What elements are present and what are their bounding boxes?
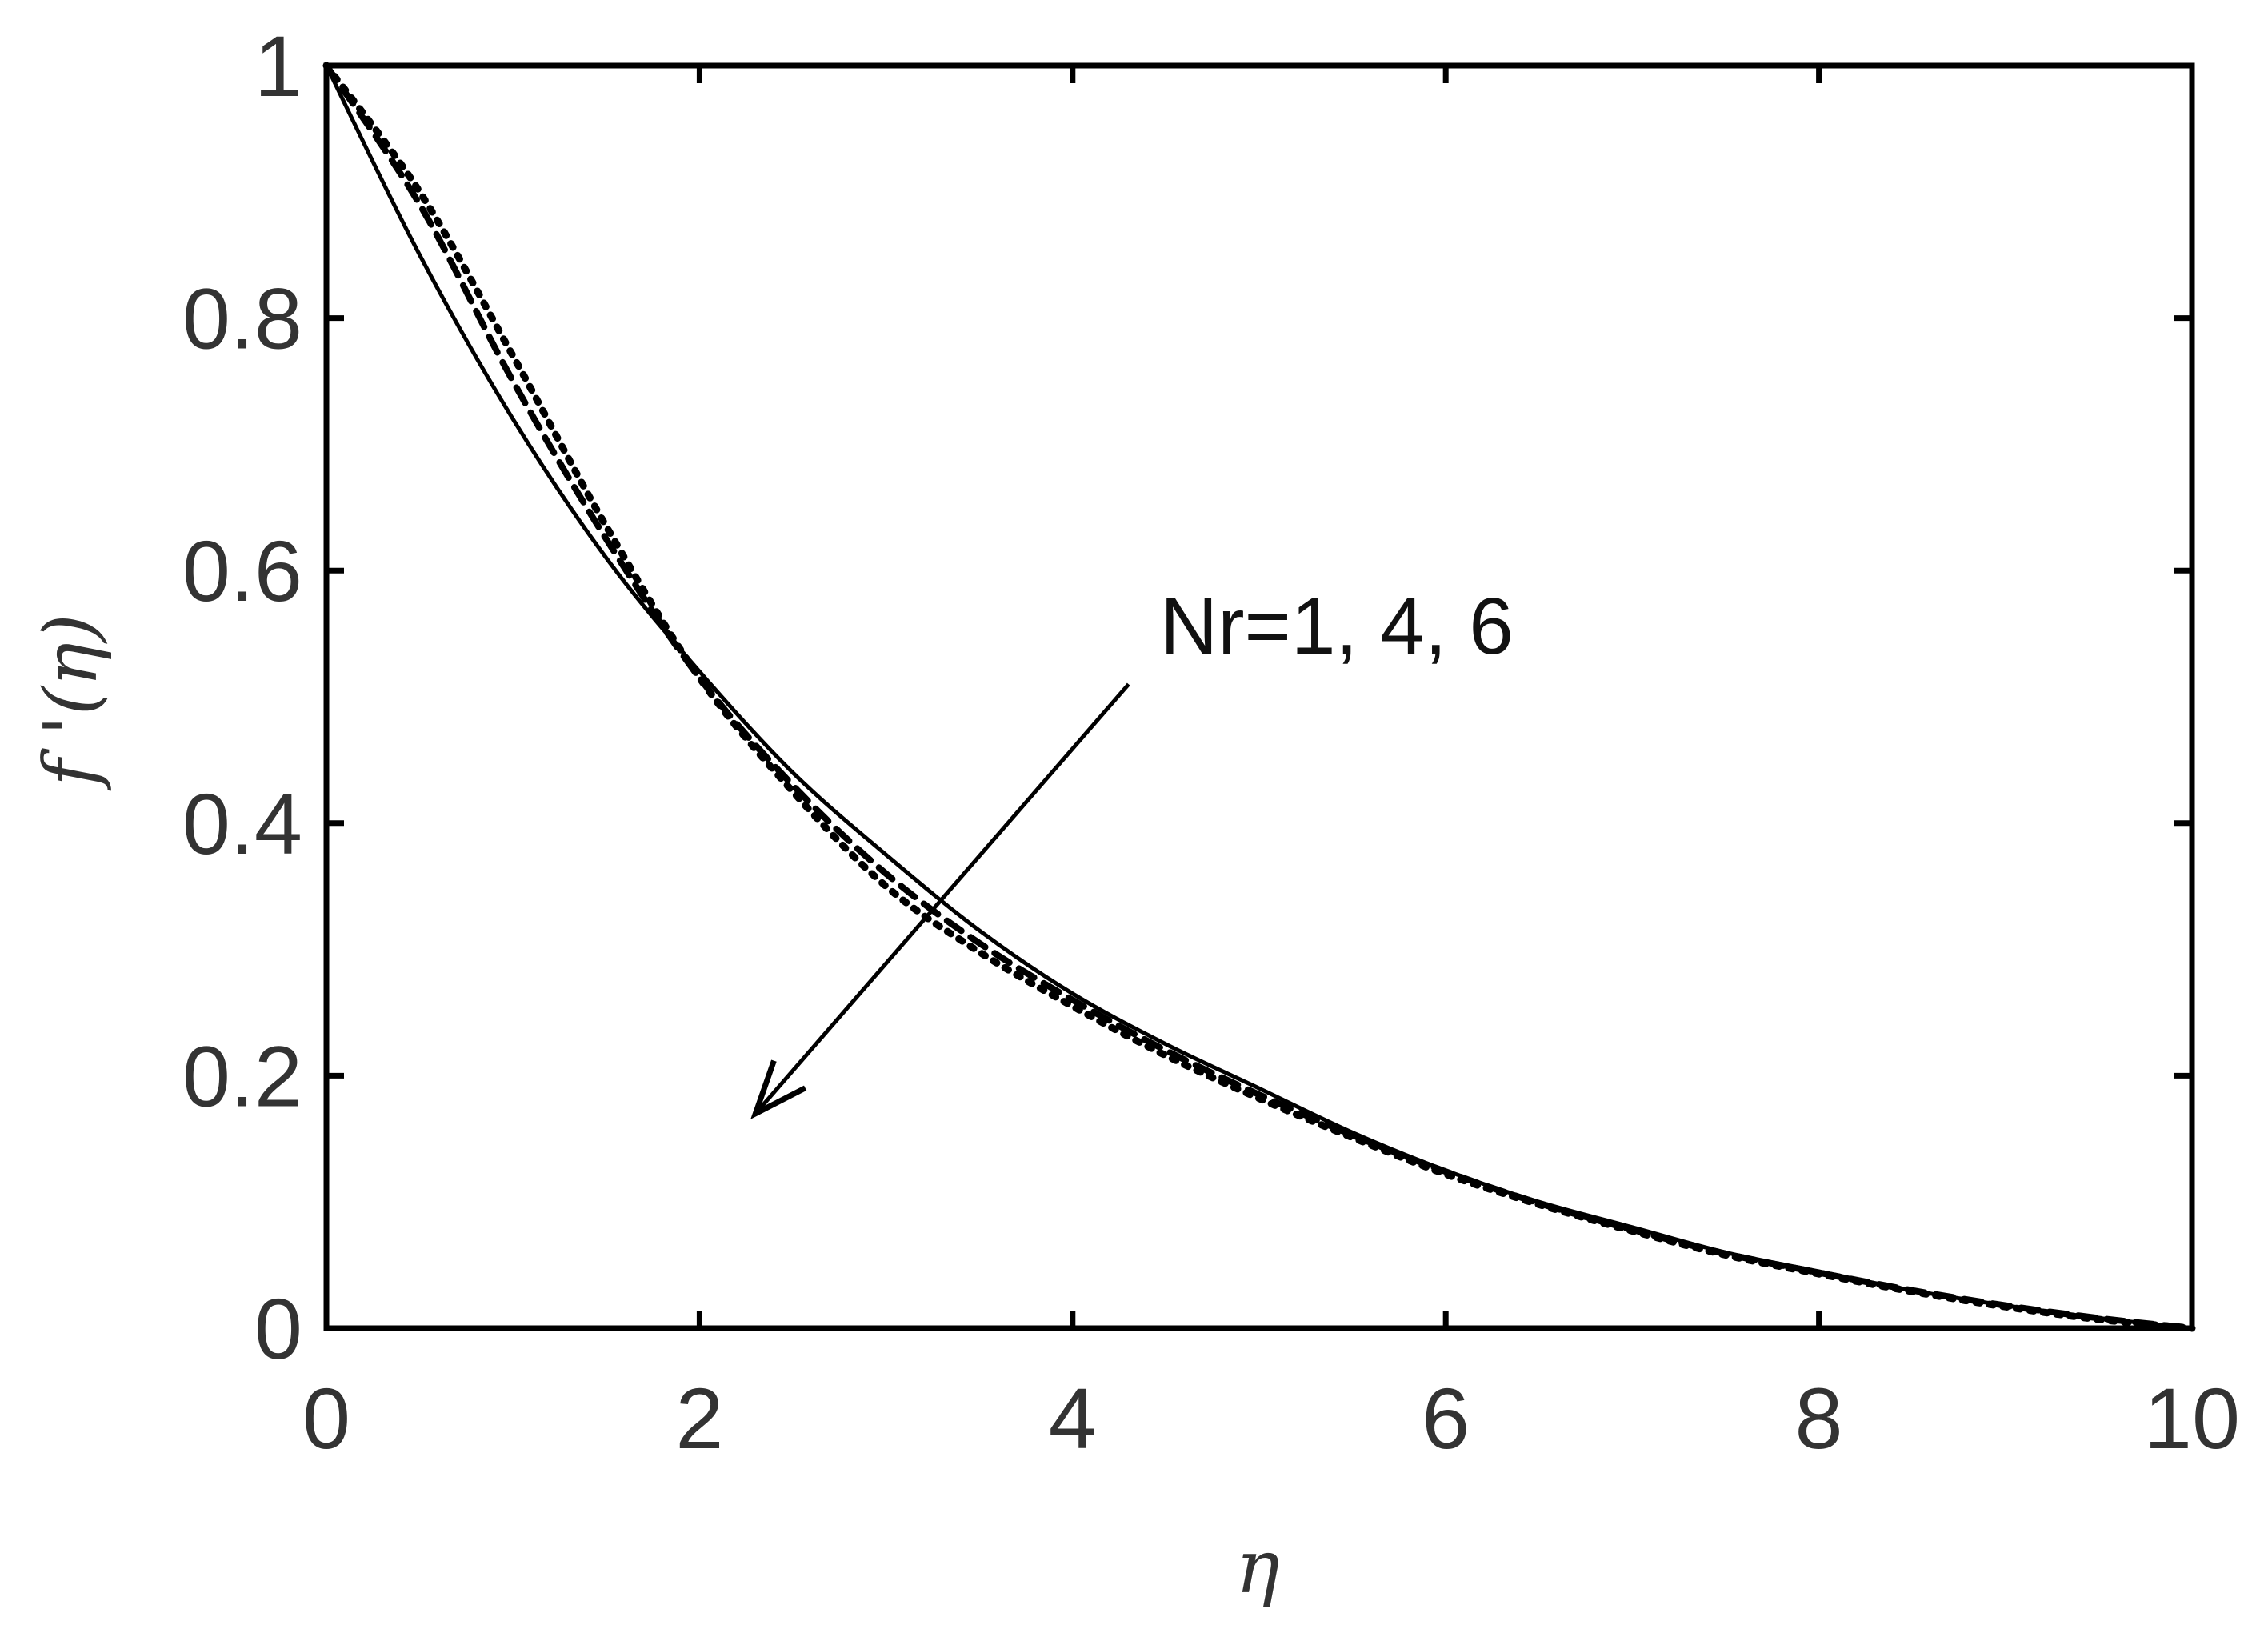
x-axis-label: η xyxy=(1235,1524,1279,1610)
annotation-label: Nr=1, 4, 6 xyxy=(1160,582,1514,671)
annotation-arrow-line xyxy=(754,682,1130,1115)
x-tick-label: 6 xyxy=(1422,1370,1470,1467)
x-tick-label: 8 xyxy=(1795,1370,1843,1467)
series-line-2 xyxy=(323,62,2195,1331)
x-tick-label: 2 xyxy=(675,1370,723,1467)
annotation-arrowhead xyxy=(750,1059,807,1119)
plot-frame xyxy=(323,62,2195,1331)
series-line-1 xyxy=(324,63,2194,1331)
y-tick-label: 0.2 xyxy=(182,1027,302,1124)
y-tick-label: 0 xyxy=(254,1280,302,1377)
y-tick-label: 1 xyxy=(254,18,302,114)
y-axis-label: f '(η) xyxy=(28,614,114,791)
y-tick-label: 0.6 xyxy=(182,522,302,619)
x-tick-label: 0 xyxy=(302,1370,350,1467)
x-tick-label: 4 xyxy=(1049,1370,1097,1467)
series-line-3 xyxy=(322,62,2196,1332)
y-tick-label: 0.4 xyxy=(182,775,302,872)
x-tick-label: 10 xyxy=(2144,1370,2240,1467)
y-tick-label: 0.8 xyxy=(182,270,302,367)
